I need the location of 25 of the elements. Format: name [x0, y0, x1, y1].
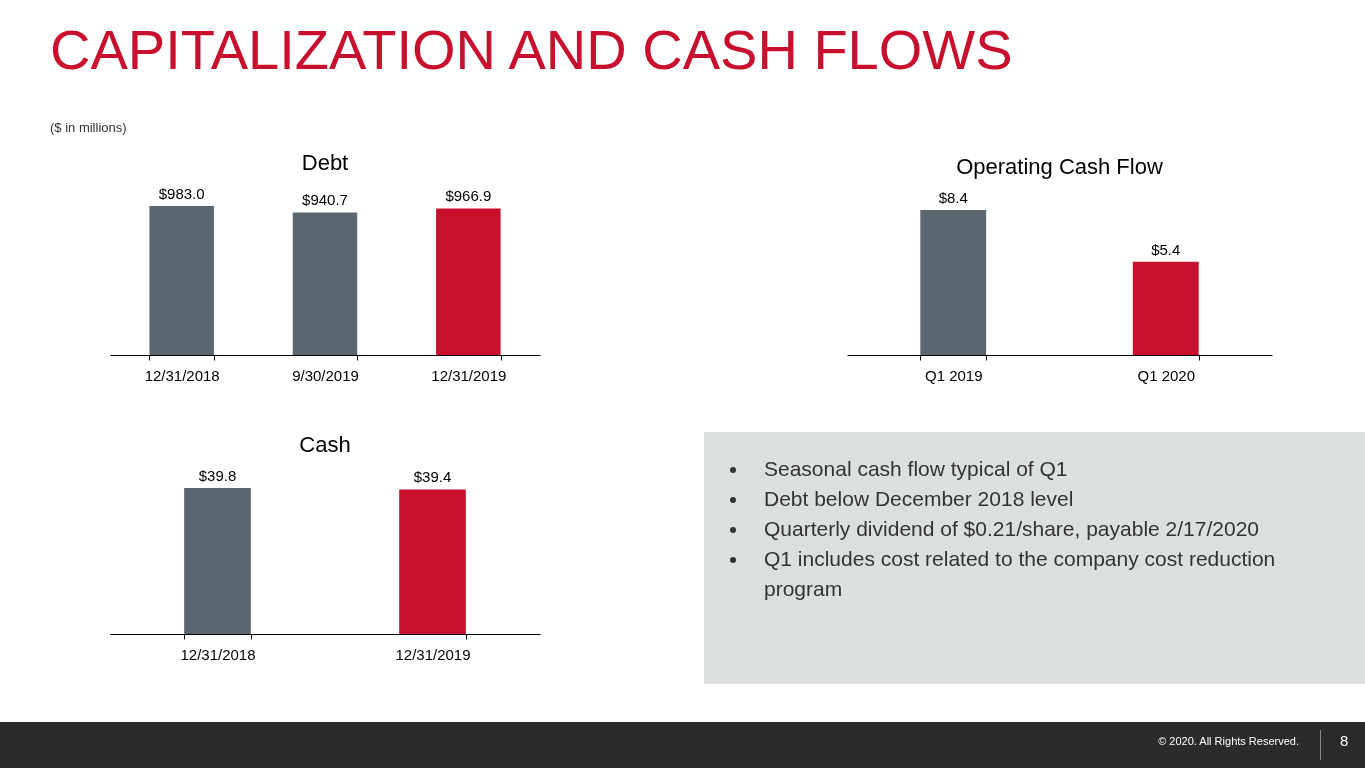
- x-tick-label: Q1 2020: [1137, 366, 1196, 384]
- chart-title: Cash: [299, 432, 351, 457]
- data-label: $39.8: [198, 467, 237, 484]
- text: 8: [1340, 732, 1349, 749]
- data-label: $983.0: [158, 185, 205, 202]
- x-tick-label: Q1 2019: [924, 366, 983, 384]
- text: Quarterly dividend of $0.21/share, payable 2/17/2020: [764, 516, 1260, 542]
- data-label: $940.7: [302, 191, 348, 209]
- text: CAPITALIZATION AND CASH FLOWS: [50, 18, 1013, 82]
- chart-title: Operating Cash Flow: [956, 154, 1163, 179]
- text: © 2020. All Rights Reserved.: [1158, 735, 1299, 747]
- x-tick-label: 9/30/2019: [292, 366, 359, 384]
- x-tick-label: 12/31/2019: [395, 645, 471, 663]
- x-tick-label: 12/31/2019: [431, 366, 507, 384]
- chart-title: Debt: [301, 150, 349, 175]
- text: Q1 includes cost related to the company cost reduction program: [764, 546, 1277, 602]
- text: Debt below December 2018 level: [764, 486, 1075, 512]
- text: Seasonal cash flow typical of Q1: [764, 456, 1069, 482]
- data-label: $5.4: [1151, 240, 1181, 258]
- x-tick-label: 12/31/2018: [180, 645, 256, 663]
- text: ($ in millions): [50, 120, 127, 135]
- data-label: $39.4: [413, 468, 452, 486]
- x-tick-label: 12/31/2018: [144, 366, 220, 384]
- data-label: $8.4: [938, 189, 968, 206]
- data-label: $966.9: [445, 187, 492, 205]
